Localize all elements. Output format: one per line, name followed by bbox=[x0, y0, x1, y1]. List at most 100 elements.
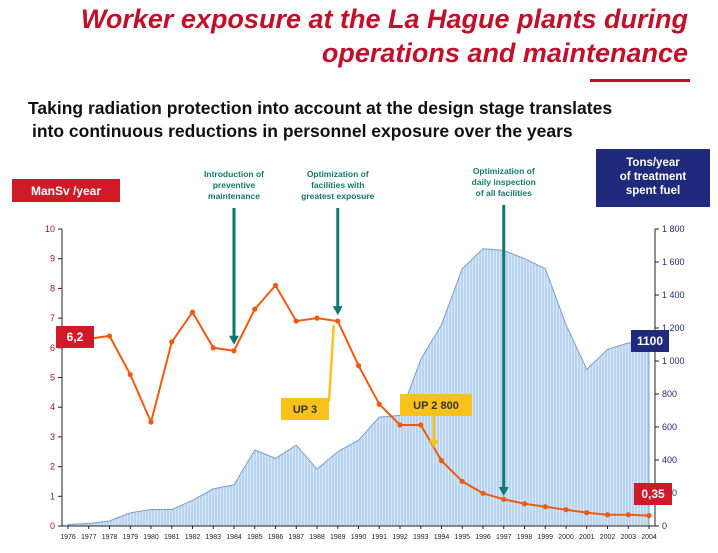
exposure-point bbox=[480, 490, 486, 496]
exposure-point bbox=[459, 478, 465, 485]
x-tick-label: 1988 bbox=[309, 534, 325, 541]
right-axis-title-line: of treatment bbox=[620, 171, 687, 183]
right-tick-label: 600 bbox=[662, 422, 677, 432]
value-label-box-tonnage bbox=[631, 330, 669, 352]
title-line-1: Worker exposure at the La Hague plants d… bbox=[80, 4, 688, 34]
tonnage-area-group bbox=[67, 248, 650, 527]
x-tick-label: 1982 bbox=[185, 534, 201, 541]
x-tick-label: 1977 bbox=[81, 534, 97, 541]
left-tick-label: 0 bbox=[50, 521, 55, 531]
annotation-text: daily inspection bbox=[472, 177, 536, 187]
exposure-point bbox=[252, 306, 258, 312]
exposure-point bbox=[106, 333, 113, 339]
exposure-point bbox=[376, 401, 382, 407]
subtitle-line-2: into continuous reductions in personnel … bbox=[32, 121, 573, 141]
right-tick-label: 1 800 bbox=[662, 224, 685, 234]
x-tick-label: 2003 bbox=[620, 534, 636, 541]
exposure-point bbox=[293, 318, 299, 324]
right-tick-label: 0 bbox=[662, 521, 667, 531]
annotation-text: Optimization of bbox=[307, 169, 369, 179]
value-label-tonnage: 1100 bbox=[637, 334, 663, 348]
exposure-point bbox=[584, 510, 590, 516]
exposure-point bbox=[169, 339, 175, 345]
annotation-text: maintenance bbox=[208, 191, 260, 201]
exposure-point bbox=[501, 496, 507, 502]
annotation-arrow-head bbox=[229, 335, 239, 345]
right-tick-label: 800 bbox=[662, 389, 677, 399]
callout-label: UP 2 800 bbox=[413, 400, 459, 412]
right-axis-title-line: spent fuel bbox=[626, 185, 680, 197]
x-tick-label: 1989 bbox=[330, 534, 346, 541]
x-tick-label: 1993 bbox=[413, 534, 429, 541]
right-axis-title-box bbox=[596, 149, 710, 207]
x-tick-label: 1978 bbox=[102, 534, 118, 541]
x-tick-label: 1976 bbox=[60, 534, 76, 541]
x-tick-label: 1996 bbox=[475, 534, 491, 541]
left-axis-title: ManSv /year bbox=[31, 184, 101, 198]
left-tick-label: 4 bbox=[50, 402, 55, 412]
right-tick-label: 1 200 bbox=[662, 323, 685, 333]
x-tick-label: 1999 bbox=[537, 534, 553, 541]
left-tick-label: 7 bbox=[50, 313, 55, 323]
x-tick-label: 1995 bbox=[454, 534, 470, 541]
right-tick-label: 1 600 bbox=[662, 257, 685, 267]
annotation-text: greatest exposure bbox=[301, 191, 374, 201]
annotation-text: Optimization of bbox=[473, 166, 535, 176]
left-tick-label: 1 bbox=[50, 491, 55, 501]
x-tick-label: 1983 bbox=[205, 534, 221, 541]
x-tick-label: 1980 bbox=[143, 534, 159, 541]
exposure-point bbox=[127, 371, 133, 378]
value-label-box-end bbox=[634, 483, 672, 505]
value-label-box-start bbox=[56, 326, 94, 348]
labels-group: ManSv /year Tons/year of treatment spent fu… bbox=[12, 149, 710, 505]
x-tick-label: 1987 bbox=[288, 534, 304, 541]
x-tick-label: 1994 bbox=[434, 534, 450, 541]
subtitle: Taking radiation protection into account… bbox=[28, 97, 612, 143]
x-tick-label: 1984 bbox=[226, 534, 242, 541]
left-tick-label: 10 bbox=[45, 224, 55, 234]
callout-box bbox=[281, 398, 329, 420]
x-tick-label: 1992 bbox=[392, 534, 408, 541]
annotation-text: facilities with bbox=[311, 180, 364, 190]
value-label-start: 6,2 bbox=[67, 330, 84, 344]
left-tick-label: 8 bbox=[50, 283, 55, 293]
callout-label: UP 3 bbox=[293, 404, 317, 416]
callout-arrow-head bbox=[429, 440, 439, 448]
annotation-text: Introduction of bbox=[204, 169, 264, 179]
annotation-text: preventive bbox=[213, 180, 256, 190]
callout-box bbox=[400, 394, 472, 416]
exposure-point bbox=[231, 348, 237, 354]
x-tick-label: 2000 bbox=[558, 534, 574, 541]
exposure-point bbox=[563, 507, 569, 513]
right-tick-label: 1 000 bbox=[662, 356, 685, 366]
title-underline bbox=[590, 79, 690, 82]
annotation-arrow-head bbox=[498, 487, 509, 496]
annotation-arrow-head bbox=[332, 306, 343, 316]
right-tick-label: 400 bbox=[662, 455, 677, 465]
title-line-2: operations and maintenance bbox=[321, 38, 688, 68]
exposure-point bbox=[397, 422, 403, 428]
exposure-point bbox=[314, 315, 320, 321]
series-tonnage-area bbox=[67, 248, 650, 527]
callout-pointer bbox=[327, 324, 335, 403]
exposure-point bbox=[438, 458, 445, 464]
exposure-point bbox=[542, 504, 548, 510]
x-tick-label: 1990 bbox=[351, 534, 367, 541]
exposure-point bbox=[625, 512, 631, 518]
exposure-point bbox=[335, 318, 341, 324]
exposure-point bbox=[148, 419, 154, 425]
x-tick-label: 2002 bbox=[600, 534, 616, 541]
exposure-point bbox=[272, 282, 279, 289]
left-axis-title-box bbox=[12, 179, 120, 202]
exposure-point bbox=[646, 513, 652, 519]
left-tick-label: 9 bbox=[50, 254, 55, 264]
x-tick-label: 1985 bbox=[247, 534, 263, 541]
x-tick-label: 2004 bbox=[641, 534, 657, 541]
left-tick-label: 3 bbox=[50, 432, 55, 442]
left-tick-label: 5 bbox=[50, 373, 55, 383]
x-tick-label: 1981 bbox=[164, 534, 180, 541]
left-tick-label: 6 bbox=[50, 343, 55, 353]
